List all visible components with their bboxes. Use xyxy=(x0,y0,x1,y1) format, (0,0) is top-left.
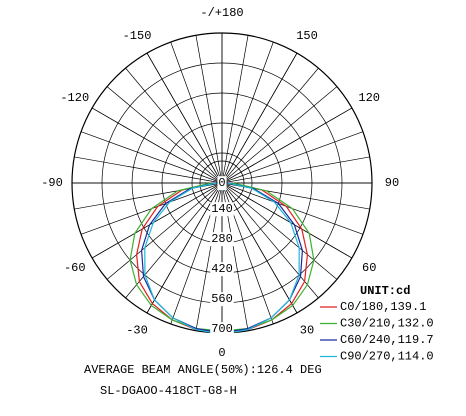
label-bg xyxy=(210,322,234,337)
legend-label: C90/270,114.0 xyxy=(340,350,434,364)
angle-tick xyxy=(221,107,353,184)
spoke xyxy=(221,131,364,184)
r-tick-label: 280 xyxy=(211,232,233,246)
angle-tick xyxy=(221,182,298,314)
unit-label: UNIT:cd xyxy=(360,284,410,298)
label-bg xyxy=(210,262,234,277)
legend-label: C30/210,132.0 xyxy=(340,317,434,331)
angle-tick-label: 30 xyxy=(300,323,314,337)
angle-tick-label: -90 xyxy=(41,176,63,190)
spoke xyxy=(170,41,223,184)
r-tick-label: 420 xyxy=(211,262,233,276)
angle-tick-label: -150 xyxy=(123,29,152,43)
angle-tick-label: -60 xyxy=(64,261,86,275)
angle-tick xyxy=(91,182,223,259)
spoke xyxy=(74,156,223,184)
spoke xyxy=(125,67,223,184)
spoke xyxy=(221,35,249,184)
angle-tick-label: 0 xyxy=(218,346,225,360)
footer-note: AVERAGE BEAM ANGLE(50%):126.4 DEG xyxy=(84,363,322,377)
r-tick-label: 140 xyxy=(211,202,233,216)
spoke xyxy=(80,131,223,184)
angle-tick-label: -/+180 xyxy=(200,6,243,20)
label-bg xyxy=(210,202,234,217)
spoke xyxy=(221,182,338,280)
label-bg xyxy=(217,176,227,191)
angle-tick-label: 60 xyxy=(362,261,376,275)
spoke xyxy=(221,156,370,184)
angle-tick xyxy=(91,107,223,184)
angle-tick xyxy=(221,52,298,184)
r-tick-label: 560 xyxy=(211,292,233,306)
r-tick-label: 700 xyxy=(211,322,233,336)
label-bg xyxy=(210,232,234,247)
spoke xyxy=(221,41,274,184)
spoke xyxy=(195,35,223,184)
angle-tick-label: 120 xyxy=(358,91,380,105)
spoke xyxy=(106,182,223,280)
angle-tick xyxy=(221,182,353,259)
spoke xyxy=(106,86,223,184)
spoke xyxy=(221,67,319,184)
spoke xyxy=(125,182,223,299)
label-bg xyxy=(210,292,234,307)
angle-tick-label: -120 xyxy=(60,91,89,105)
angle-tick xyxy=(146,182,223,314)
angle-tick-label: 150 xyxy=(296,29,318,43)
angle-tick-label: -30 xyxy=(126,323,148,337)
legend-label: C0/180,139.1 xyxy=(340,300,426,314)
legend-label: C60/240,119.7 xyxy=(340,333,434,347)
spoke xyxy=(221,86,338,184)
angle-tick-label: 90 xyxy=(385,176,399,190)
chart-title: SL-DGAOO-418CT-G8-H xyxy=(100,384,237,398)
spoke xyxy=(221,182,319,299)
angle-tick xyxy=(146,52,223,184)
r-tick-label: 0 xyxy=(218,176,225,190)
